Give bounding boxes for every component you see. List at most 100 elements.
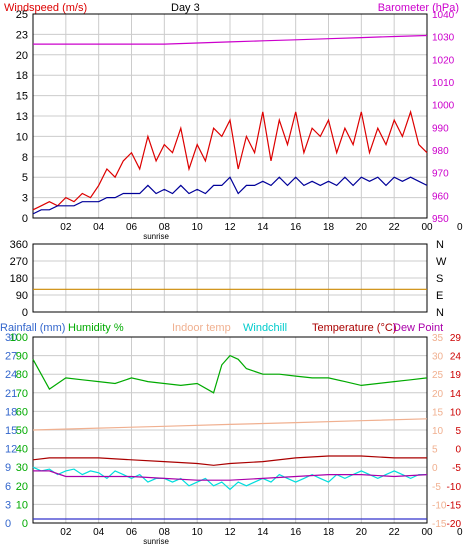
rain-left-tick-label: 21 [5, 388, 17, 400]
temp-right1-tick-label: -5 [432, 482, 441, 493]
temp-x-tick-label: 06 [126, 527, 138, 538]
temp-right2-tick-label: -15 [447, 500, 462, 511]
direction-right-tick-label: S [436, 273, 443, 285]
baro-right-tick-label: 950 [432, 214, 449, 225]
wind-baro-frame [32, 13, 428, 219]
baro-right-tick-label: 1010 [432, 78, 455, 89]
temp-x-tick-label: 04 [93, 527, 105, 538]
direction-right-tick-label: W [436, 256, 447, 268]
temp-right2-tick-label: 29 [450, 333, 462, 344]
wind-baro-x-tick-label: 06 [126, 222, 138, 233]
temp-right1-tick-label: 30 [432, 352, 444, 363]
temp-right2-tick-label: 24 [450, 352, 462, 363]
legend-entry: Rainfall (mm) [0, 322, 65, 334]
temp-x-tick-label: 14 [257, 527, 269, 538]
baro-right-tick-label: 960 [432, 191, 449, 202]
temp-x-tick-label: 12 [224, 527, 236, 538]
humidity-left-tick-label: 50 [16, 425, 28, 437]
direction-left-tick-label: 180 [10, 273, 28, 285]
wind-baro-x-tick-label: 22 [389, 222, 401, 233]
temp-x-tick-label: 16 [290, 527, 302, 538]
humidity-left-tick-label: 80 [16, 369, 28, 381]
baro-right-tick-label: 980 [432, 146, 449, 157]
legend-entry: Temperature (°C) [312, 322, 396, 334]
baro-right-tick-label: 1020 [432, 55, 455, 66]
rain-left-tick-label: 24 [5, 369, 17, 381]
temp-right1-tick-label: 0 [432, 463, 438, 474]
temp-right1-tick-label: 25 [432, 370, 444, 381]
wind-left-tick-label: 20 [16, 50, 28, 62]
series-temperature-c- [32, 455, 427, 466]
wind-baro-x-tick-label: 04 [93, 222, 105, 233]
baro-right-tick-label: 1000 [432, 101, 455, 112]
direction-right-tick-label: N [436, 239, 444, 251]
direction-right-tick-label: N [436, 307, 444, 319]
temp-x-sublabel: sunrise [143, 537, 169, 546]
rain-left-tick-label: 30 [5, 332, 17, 344]
wind-left-tick-label: 13 [16, 111, 28, 123]
baro-right-tick-label: 1030 [432, 33, 455, 44]
temp-x-tick-label: 02 [60, 527, 72, 538]
humidity-left-tick-label: 30 [16, 462, 28, 474]
temp-right1-tick-label: -10 [432, 500, 447, 511]
temp-right1-tick-label: 15 [432, 407, 444, 418]
temp-right2-tick-label: -5 [452, 463, 461, 474]
series-windchill [32, 466, 427, 491]
humidity-left-tick-label: 100 [10, 332, 28, 344]
direction-left-tick-label: 360 [10, 239, 28, 251]
temp-right2-tick-label: 5 [455, 426, 461, 437]
temp-right1-tick-label: -15 [432, 519, 447, 530]
humidity-left-tick-label: 20 [16, 481, 28, 493]
wind-left-tick-label: 0 [22, 213, 28, 225]
temp-right2-tick-label: 0 [455, 445, 461, 456]
humidity-left-tick-label: 0 [22, 518, 28, 530]
series-indoor-temp [32, 418, 428, 431]
wind-left-tick-label: 18 [16, 70, 28, 82]
wind-baro-x-tick-label: 0 [457, 222, 463, 233]
series-dew-point [33, 470, 428, 481]
humidity-left-tick-label: 10 [16, 499, 28, 511]
direction-left-tick-label: 270 [10, 256, 28, 268]
temp-x-tick-label: 08 [159, 527, 171, 538]
rain-left-tick-label: 27 [5, 351, 17, 363]
wind-baro-x-tick-label: 10 [192, 222, 204, 233]
rain-left-tick-label: 9 [5, 462, 11, 474]
humidity-left-tick-label: 70 [16, 388, 28, 400]
humidity-left-tick-label: 90 [16, 351, 28, 363]
rain-left-tick-label: 6 [5, 481, 11, 493]
wind-baro-x-tick-label: 12 [224, 222, 236, 233]
direction-frame [32, 243, 428, 313]
temp-right1-tick-label: 5 [432, 445, 438, 456]
wind-baro-x-tick-label: 02 [60, 222, 72, 233]
wind-baro-x-tick-label: 20 [356, 222, 368, 233]
temp-right2-tick-label: -10 [447, 482, 462, 493]
series-windspeed-m-s- [32, 109, 428, 211]
chart-title: Day 3 [171, 2, 200, 14]
rain-left-tick-label: 3 [5, 499, 11, 511]
temp-right2-tick-label: 10 [450, 407, 462, 418]
wind-left-tick-label: 5 [22, 172, 28, 184]
wind-left-tick-label: 10 [16, 131, 28, 143]
temp-right1-tick-label: 10 [432, 426, 444, 437]
temp-x-tick-label: 0 [457, 527, 463, 538]
wind-left-tick-label: 23 [16, 29, 28, 41]
legend-entry: Indoor temp [172, 322, 231, 334]
humidity-left-tick-label: 40 [16, 444, 28, 456]
temp-right1-tick-label: 35 [432, 333, 444, 344]
wind-left-tick-label: 25 [16, 9, 28, 21]
series-humidity- [32, 354, 428, 394]
wind-axis-title: Windspeed (m/s) [4, 2, 87, 14]
temp-right2-tick-label: -20 [447, 519, 462, 530]
rain-left-tick-label: 18 [5, 406, 17, 418]
baro-right-tick-label: 1040 [432, 10, 455, 21]
wind-baro-x-tick-label: 16 [290, 222, 302, 233]
temp-right2-tick-label: 14 [450, 389, 462, 400]
direction-left-tick-label: 90 [16, 290, 28, 302]
baro-right-tick-label: 990 [432, 123, 449, 134]
temp-right1-tick-label: 20 [432, 389, 444, 400]
temp-x-tick-label: 22 [389, 527, 401, 538]
temp-x-tick-label: 18 [323, 527, 335, 538]
series-barometer-hpa- [33, 34, 428, 45]
wind-baro-x-tick-label: 18 [323, 222, 335, 233]
